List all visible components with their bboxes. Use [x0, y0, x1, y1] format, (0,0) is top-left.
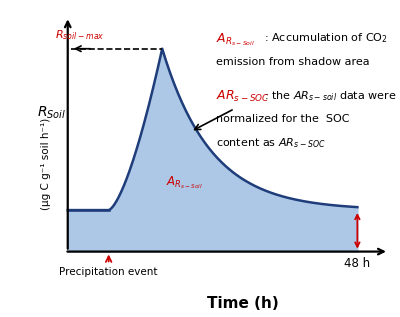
Text: emission from shadow area: emission from shadow area: [216, 57, 370, 67]
Text: (μg C g⁻¹ soil h⁻¹): (μg C g⁻¹ soil h⁻¹): [41, 118, 51, 210]
Text: : the $AR_{s-soil}$ data were: : the $AR_{s-soil}$ data were: [264, 89, 396, 103]
Text: normalized for the  SOC: normalized for the SOC: [216, 114, 350, 124]
Text: $A_{R_{s-Soil}}$: $A_{R_{s-Soil}}$: [166, 174, 203, 191]
Text: $AR_{s-SOC}$: $AR_{s-SOC}$: [216, 89, 270, 104]
Text: 48 h: 48 h: [344, 257, 370, 270]
Text: $A_{R_{s-Soil}}$: $A_{R_{s-Soil}}$: [216, 32, 255, 48]
Text: content as $AR_{s-SOC}$: content as $AR_{s-SOC}$: [216, 136, 326, 150]
Text: Precipitation event: Precipitation event: [60, 267, 158, 276]
Text: Time (h): Time (h): [206, 296, 278, 311]
Text: $R_{soil-max}$: $R_{soil-max}$: [55, 28, 105, 42]
Text: : Accumulation of CO$_2$: : Accumulation of CO$_2$: [264, 32, 388, 46]
Text: $R_{Soil}$: $R_{Soil}$: [38, 105, 66, 121]
